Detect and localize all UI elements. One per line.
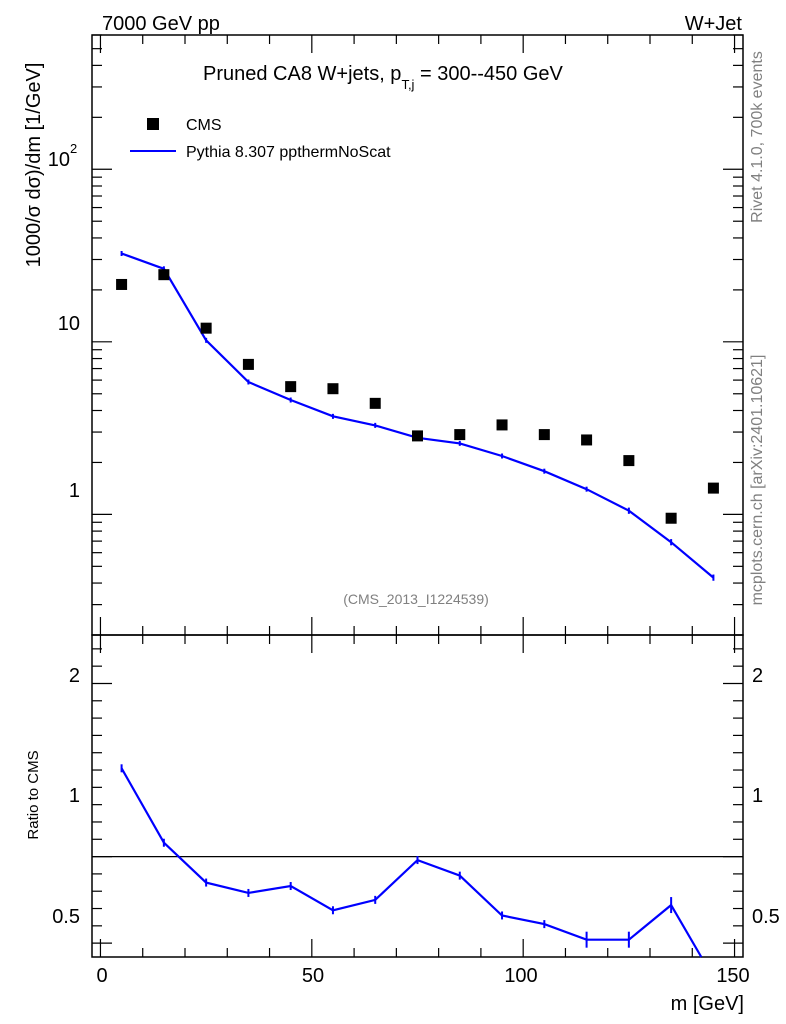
side-label-mcplots: mcplots.cern.ch [arXiv:2401.10621] [749, 355, 766, 606]
ratio-series-group [120, 764, 703, 958]
ratio-line [120, 767, 703, 958]
cms-marker [285, 381, 297, 393]
y-tick-label-1: 1 [69, 480, 80, 502]
x-tick-label-100: 100 [504, 965, 537, 987]
cms-marker [623, 455, 635, 467]
legend-cms-label: CMS [186, 117, 222, 134]
ratio-y-tick-label-1-left: 1 [69, 785, 80, 807]
cms-marker [581, 434, 593, 446]
ratio-y-tick-label-1-right: 1 [752, 785, 763, 807]
ratio-y-tick-label-2-left: 2 [69, 665, 80, 687]
cms-marker [327, 383, 339, 395]
cms-marker [116, 278, 128, 290]
side-label-rivet: Rivet 4.1.0, 700k events [749, 51, 766, 223]
main-panel: 1 10 10 2 1000/σ dσ)/dm [1/GeV] Pruned C… [23, 34, 744, 636]
x-tick-label-0: 0 [96, 965, 107, 987]
cms-marker [707, 482, 719, 494]
x-tick-label-50: 50 [302, 965, 324, 987]
analysis-annotation: (CMS_2013_I1224539) [343, 591, 489, 607]
cms-marker [496, 419, 508, 431]
y-tick-label-10: 10 [58, 313, 80, 335]
y-tick-label-100-base: 10 [48, 149, 70, 171]
cms-marker [200, 322, 212, 334]
chart-title: Pruned CA8 W+jets, pT,j = 300--450 GeV [203, 63, 564, 92]
ratio-axis-ticks [92, 635, 743, 957]
chart-title-rest: = 300--450 GeV [414, 63, 563, 85]
legend-cms-marker [147, 118, 159, 130]
cms-marker [369, 397, 381, 409]
main-y-axis-title: 1000/σ dσ)/dm [1/GeV] [23, 63, 45, 268]
pythia-line [121, 252, 715, 579]
x-tick-label-150: 150 [716, 965, 749, 987]
cms-marker [665, 512, 677, 524]
legend-pythia-label: Pythia 8.307 ppthermNoScat [186, 144, 391, 161]
x-axis-title: m [GeV] [671, 993, 744, 1015]
cms-marker [454, 429, 466, 441]
main-axis-ticks [92, 34, 743, 636]
main-series-group [116, 251, 719, 581]
cms-marker [158, 269, 170, 281]
ratio-plot-frame [91, 634, 744, 958]
y-tick-label-100-exponent: 2 [70, 141, 77, 156]
ratio-y-tick-label-0.5-right: 0.5 [752, 906, 780, 928]
chart-title-main: Pruned CA8 W+jets, p [203, 63, 401, 85]
ratio-y-axis-title: Ratio to CMS [25, 750, 42, 839]
ratio-panel: 0.5 1 2 0.5 1 2 Ratio to CMS 0 50 100 15… [25, 634, 780, 1015]
cms-marker [412, 430, 423, 442]
cms-marker [242, 358, 254, 370]
legend: CMS Pythia 8.307 ppthermNoScat [130, 117, 391, 161]
header-energy-label: 7000 GeV pp [102, 13, 220, 35]
ratio-y-tick-label-0.5-left: 0.5 [52, 906, 80, 928]
cms-marker [538, 429, 550, 441]
ratio-y-tick-label-2-right: 2 [752, 665, 763, 687]
chart-title-subscript: T,j [401, 77, 414, 92]
header-process-label: W+Jet [685, 13, 743, 35]
